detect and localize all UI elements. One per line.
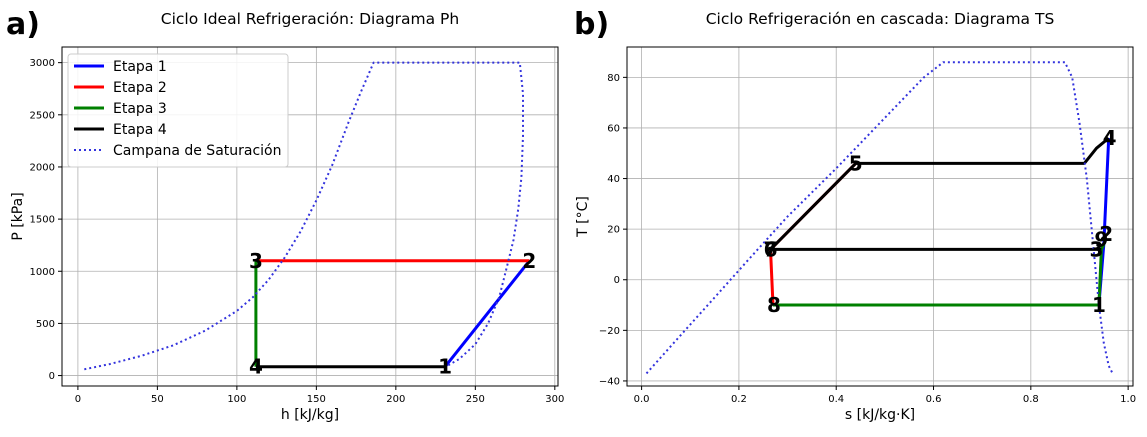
chart2-x-tick-label: 0.2 bbox=[731, 394, 747, 405]
chart2-y-tick-label: −20 bbox=[599, 326, 620, 337]
chart2-point-label-3: 3 bbox=[1090, 237, 1104, 261]
chart2-group: b) Ciclo Refrigeración en cascada: Diagra… bbox=[574, 7, 1136, 423]
chart1-series-etapa-1 bbox=[443, 259, 531, 368]
chart2-title: Ciclo Refrigeración en cascada: Diagrama… bbox=[706, 10, 1055, 28]
chart2-frame bbox=[626, 46, 1134, 387]
chart2-x-tick-label: 0.8 bbox=[1023, 394, 1039, 405]
chart2-x-tick-label: 0.4 bbox=[828, 394, 844, 405]
chart2-point-label-4: 4 bbox=[1103, 126, 1117, 150]
chart2-point-label-7: 7 bbox=[764, 237, 778, 261]
chart2-point-label-9: 9 bbox=[1094, 227, 1108, 251]
chart2-series-etapa-4 bbox=[769, 136, 1110, 251]
chart1-legend-box bbox=[67, 53, 289, 168]
chart1-legend: Etapa 1 Etapa 2 Etapa 3 Etapa 4 Campana de S… bbox=[67, 53, 289, 168]
chart2-y-tick-label: 0 bbox=[614, 275, 620, 286]
chart1-legend-entry: Campana de Saturación bbox=[113, 143, 282, 159]
chart1-y-tick-label: 0 bbox=[49, 371, 55, 382]
chart1-y-tick-label: 2500 bbox=[30, 110, 55, 121]
chart1-x-tick-label: 100 bbox=[227, 394, 246, 405]
chart1-y-tick-label: 2000 bbox=[30, 162, 55, 173]
chart1-legend-entry: Etapa 1 bbox=[113, 59, 167, 75]
chart1-y-tick-label: 1500 bbox=[30, 215, 55, 226]
chart1-panel-label: a) bbox=[6, 7, 40, 42]
chart2-panel-label: b) bbox=[574, 7, 609, 42]
chart2-series-etapa-3 bbox=[773, 243, 1106, 307]
chart2-point-label-8: 8 bbox=[767, 293, 781, 317]
chart1-y-tick-label: 500 bbox=[36, 319, 55, 330]
chart2-series-campana-de-saturaci-n bbox=[645, 61, 1114, 375]
chart2-y-tick-label: 20 bbox=[607, 225, 620, 236]
chart1-legend-entry: Etapa 4 bbox=[113, 122, 167, 138]
chart1-legend-entry: Etapa 2 bbox=[113, 80, 167, 96]
chart1-group: a) Ciclo Ideal Refrigeración: Diagrama Ph… bbox=[6, 7, 564, 423]
chart1-point-label-3: 3 bbox=[249, 249, 263, 273]
chart1-x-axis-label: h [kJ/kg] bbox=[281, 407, 339, 423]
chart1-legend-entry: Etapa 3 bbox=[113, 101, 167, 117]
chart1-point-label-1: 1 bbox=[438, 355, 452, 379]
chart2-y-tick-label: 40 bbox=[607, 174, 620, 185]
chart1-x-tick-label: 0 bbox=[75, 394, 81, 405]
chart2-y-axis-label: T [°C] bbox=[575, 196, 591, 238]
chart2-point-label-6: 6 bbox=[764, 237, 778, 261]
chart2-x-tick-label: 0.0 bbox=[634, 394, 650, 405]
chart1-x-tick-label: 300 bbox=[545, 394, 564, 405]
chart1-y-tick-label: 3000 bbox=[30, 58, 55, 69]
chart1-title: Ciclo Ideal Refrigeración: Diagrama Ph bbox=[161, 10, 459, 28]
chart1-x-tick-label: 150 bbox=[307, 394, 326, 405]
chart1-y-tick-label: 1000 bbox=[30, 267, 55, 278]
chart2-x-tick-label: 0.6 bbox=[926, 394, 942, 405]
chart2-x-axis-label: s [kJ/kg·K] bbox=[845, 407, 915, 423]
chart2-x-tick-label: 1.0 bbox=[1120, 394, 1136, 405]
chart2-point-label-2: 2 bbox=[1099, 222, 1113, 246]
chart2-y-tick-label: −40 bbox=[599, 376, 620, 387]
chart1-x-tick-label: 200 bbox=[386, 394, 405, 405]
chart1-point-label-4: 4 bbox=[249, 355, 263, 379]
chart1-y-axis-label: P [kPa] bbox=[10, 192, 26, 240]
chart2-y-tick-label: 60 bbox=[607, 123, 620, 134]
chart2-point-label-5: 5 bbox=[849, 151, 863, 175]
chart2-point-label-1: 1 bbox=[1092, 293, 1106, 317]
chart2-y-tick-label: 80 bbox=[607, 73, 620, 84]
chart2-series-etapa-2 bbox=[769, 162, 857, 306]
chart1-x-tick-label: 250 bbox=[466, 394, 485, 405]
chart1-point-label-2: 2 bbox=[522, 249, 536, 273]
chart1-frame bbox=[61, 46, 559, 387]
chart1-x-tick-label: 50 bbox=[151, 394, 164, 405]
